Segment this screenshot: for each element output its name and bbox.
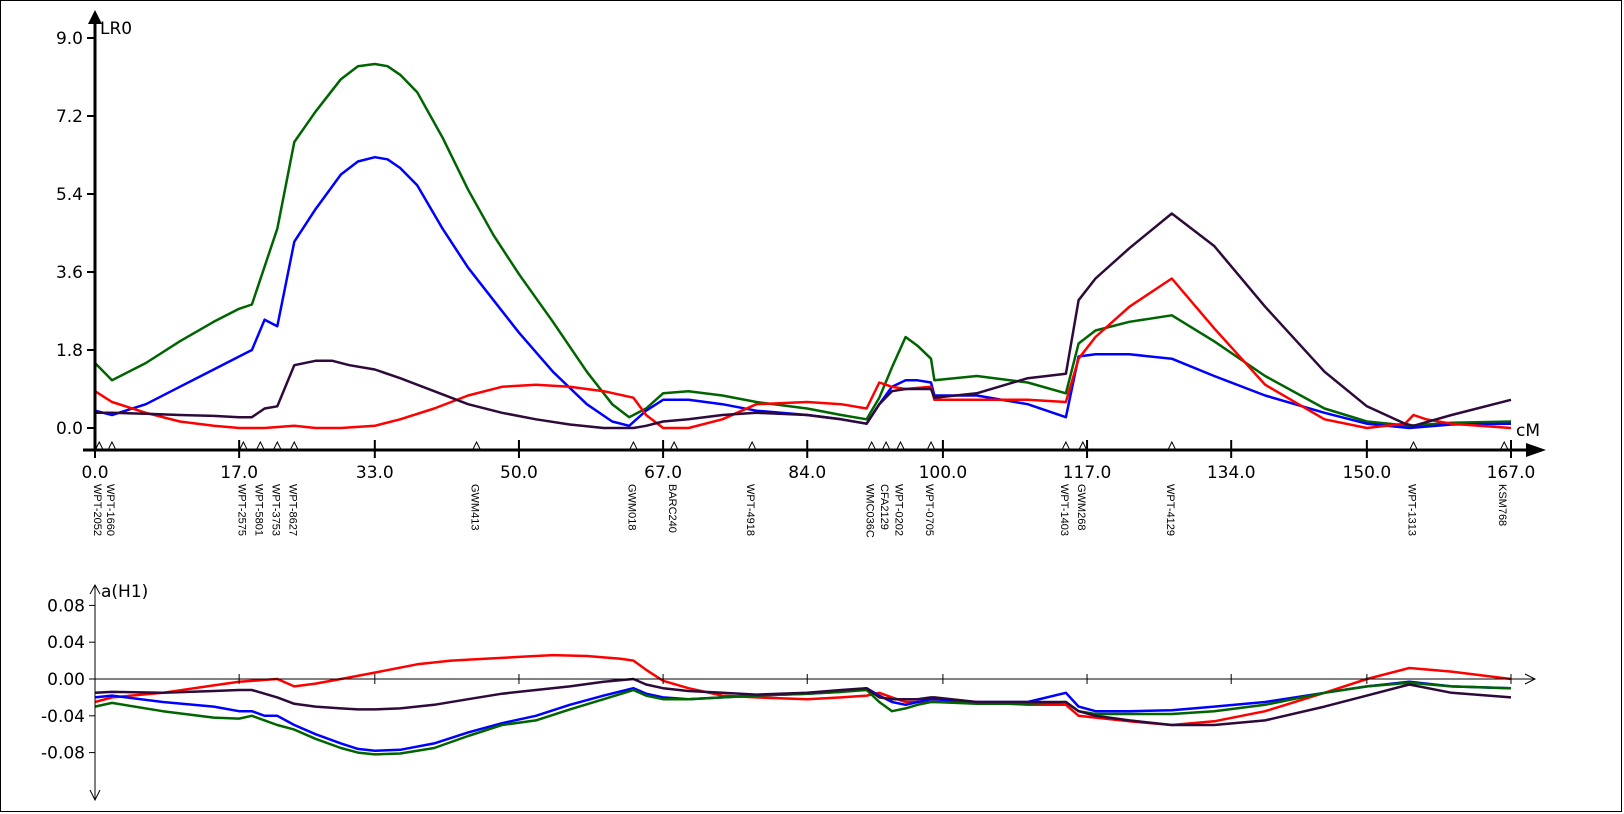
lod-y-tick-label: 9.0 [56,29,83,49]
marker-label: WPT-2575 [235,484,247,536]
marker-track: WPT-2052 WPT-1660 WPT-2575 WPT-5801 WPT-3753… [91,440,1510,538]
lod-y-ticks: 0.0 1.8 3.6 5.4 7.2 9.0 [56,29,95,439]
marker-label: WPT-5801 [252,484,264,536]
marker-triangle [1061,440,1071,451]
lod-y-tick-label: 7.2 [56,107,83,127]
effect-series-line [94,681,1512,756]
marker-triangle [1408,440,1419,451]
marker-triangle [1167,440,1177,451]
lod-y-axis-arrow [88,10,102,24]
lod-panel: LR0 cM 0.0 1.8 3.6 5.4 7.2 9.0 0.0 17.0 33.0 50.… [56,10,1546,538]
x-tick-label: 50.0 [500,463,538,483]
effect-x-axis-arrow [1524,673,1537,685]
lod-series-line [94,277,1512,430]
marker-triangle [926,440,936,451]
effect-y-axis-arrow-up [89,583,101,595]
x-tick-label: 150.0 [1343,463,1392,483]
marker-triangle [272,440,283,451]
marker-triangle [1077,440,1088,451]
effect-y-tick-label: 0.00 [47,670,85,690]
effect-y-axis-label: a(H1) [101,582,148,602]
effect-series-line [94,677,1512,727]
marker-triangle [747,440,757,451]
lod-y-tick-label: 0.0 [56,419,83,439]
marker-label: GWM018 [625,484,637,530]
marker-triangle [866,440,877,451]
effect-y-ticks: 0.08 0.04 0.00 -0.04 -0.08 [41,596,95,764]
marker-label: KSM768 [1496,484,1508,526]
marker-triangle [255,440,266,451]
x-ticks: 0.0 17.0 33.0 50.0 67.0 84.0 100.0 117.0 134.0 15… [81,440,1535,483]
marker-label: CFA2129 [878,484,890,530]
x-tick-label: 117.0 [1063,463,1112,483]
marker-triangle [1499,440,1510,451]
marker-triangle [94,440,105,451]
x-tick-label: 84.0 [788,463,826,483]
effect-series-group [94,653,1512,756]
marker-label: WPT-1660 [104,484,116,536]
lod-series-line [94,155,1512,430]
marker-triangle [895,440,906,451]
marker-label: WPT-0705 [923,484,935,536]
x-tick-label: 17.0 [220,463,258,483]
effect-axes [89,583,1537,802]
lod-series-line [95,212,1512,430]
marker-label: WPT-3753 [269,484,281,536]
additive-effect-panel: a(H1) 0.08 0.04 0.00 -0.04 -0.08 [41,582,1537,802]
marker-label: GWM268 [1075,484,1087,530]
effect-y-axis-arrow-down [89,789,101,802]
x-tick-label: 67.0 [644,463,682,483]
marker-label: WMC036C [864,484,876,538]
x-tick-label: 134.0 [1207,463,1256,483]
marker-triangle [238,440,249,451]
marker-triangle [107,440,117,451]
effect-y-tick-label: -0.08 [41,744,85,764]
marker-label: WPT-1313 [1405,484,1417,536]
marker-triangle [881,440,891,451]
x-axis-label: cM [1516,421,1540,441]
marker-triangle [471,440,482,451]
lod-y-tick-label: 1.8 [56,341,83,361]
x-tick-label: 167.0 [1487,463,1536,483]
lod-y-axis-label: LR0 [100,19,132,39]
x-tick-label: 0.0 [81,463,108,483]
marker-label: WPT-8627 [286,484,298,536]
marker-label: WPT-0202 [893,484,905,536]
marker-triangle [669,440,679,451]
marker-label: WPT-4918 [744,484,756,536]
lod-series-line [94,62,1512,428]
effect-series-line [94,653,1512,727]
marker-label: WPT-2052 [91,484,103,536]
lod-axes [83,10,1546,457]
lod-series-group [94,62,1512,430]
marker-triangle [289,440,300,451]
marker-triangle [628,440,639,451]
marker-label: WPT-4129 [1164,484,1176,536]
marker-label: BARC240 [666,484,678,533]
x-tick-label: 100.0 [919,463,968,483]
x-tick-label: 33.0 [356,463,394,483]
lod-y-tick-label: 3.6 [56,263,83,283]
marker-label: GWM413 [469,484,481,530]
lod-y-tick-label: 5.4 [56,185,83,205]
effect-y-tick-label: -0.04 [41,707,85,727]
effect-y-tick-label: 0.08 [47,596,85,616]
effect-y-tick-label: 0.04 [47,633,85,653]
marker-label: WPT-1403 [1058,484,1070,536]
x-axis-arrow [1526,443,1546,457]
